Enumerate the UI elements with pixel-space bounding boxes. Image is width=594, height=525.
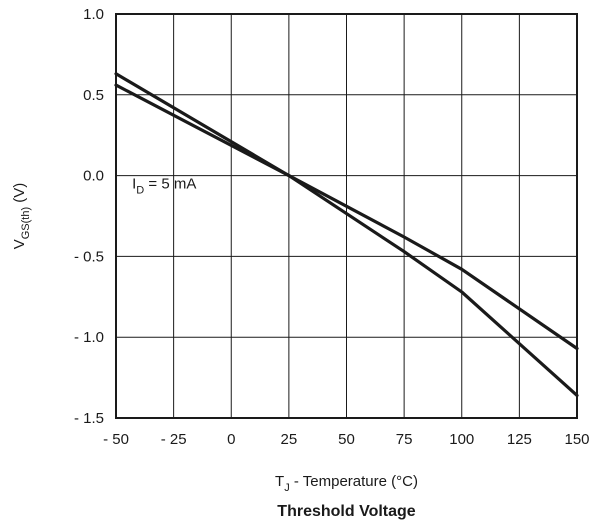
series-line-1	[114, 72, 579, 397]
y-axis-label: VGS(th) (V)	[11, 183, 32, 250]
x-tick-label: 100	[449, 431, 474, 448]
x-tick-label: - 25	[161, 431, 187, 448]
grid	[115, 13, 578, 419]
y-tick-label: 1.0	[83, 6, 104, 23]
y-axis-label-sub: GS(th)	[20, 207, 32, 239]
x-tick-label: 50	[338, 431, 355, 448]
x-axis-label-main: T	[275, 473, 284, 490]
y-tick-labels: 1.0 0.5 0.0 - 0.5 - 1.0 - 1.5	[74, 6, 104, 427]
annotation-main: I	[132, 176, 136, 193]
x-tick-label: 25	[281, 431, 298, 448]
plot-frame	[115, 13, 578, 419]
annotation-sub: D	[136, 185, 144, 197]
x-tick-label: 75	[396, 431, 413, 448]
x-tick-labels: - 50 - 25 0 25 50 75 100 125 150	[103, 431, 589, 448]
chart-title: Threshold Voltage	[277, 503, 415, 520]
x-tick-label: 150	[564, 431, 589, 448]
x-tick-label: 125	[507, 431, 532, 448]
y-tick-label: - 1.0	[74, 329, 104, 346]
y-tick-label: 0.5	[83, 87, 104, 104]
y-tick-label: - 0.5	[74, 248, 104, 265]
x-tick-label: 0	[227, 431, 235, 448]
series-line-2	[114, 83, 579, 351]
series-group	[114, 72, 579, 397]
y-tick-label: 0.0	[83, 168, 104, 185]
id-current-annotation: ID = 5 mA	[132, 176, 196, 197]
y-axis-label-rest: (V)	[11, 183, 28, 207]
y-axis-label-main: V	[11, 239, 28, 249]
annotation-rest: = 5 mA	[144, 176, 196, 193]
x-axis-label-rest: - Temperature (°C)	[290, 473, 418, 490]
x-tick-label: - 50	[103, 431, 129, 448]
x-axis-label: TJ - Temperature (°C)	[275, 473, 418, 494]
x-axis-label-sub: J	[284, 482, 290, 494]
y-tick-label: - 1.5	[74, 410, 104, 427]
